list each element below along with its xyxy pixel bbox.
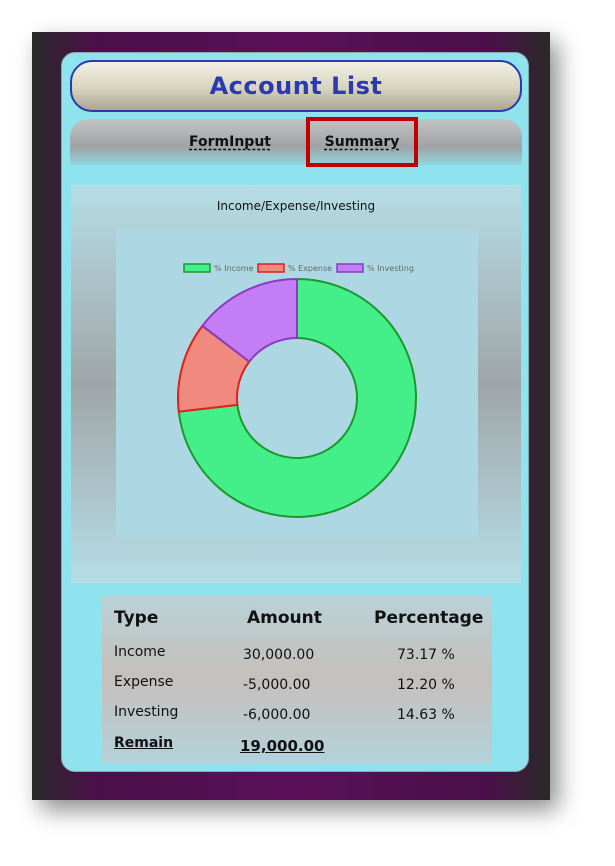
- summary-table: Type Amount Percentage Income 30,000.00 …: [102, 596, 492, 764]
- legend-swatch-0[interactable]: [183, 263, 211, 273]
- tab-forminput[interactable]: FormInput: [189, 134, 271, 150]
- row-income-percentage: 73.17 %: [397, 647, 455, 663]
- legend-swatch-2[interactable]: [336, 263, 364, 273]
- row-expense-type: Expense: [114, 674, 174, 690]
- chart-panel: Income/Expense/Investing % Income % Expen…: [71, 185, 521, 583]
- chart-area: % Income % Expense % Investing: [116, 229, 478, 539]
- slice-investing[interactable]: [200, 277, 298, 364]
- row-investing-percentage: 14.63 %: [397, 707, 455, 723]
- chart-title: Income/Expense/Investing: [216, 199, 376, 213]
- legend-label-1[interactable]: % Expense: [288, 264, 332, 273]
- slice-income[interactable]: [177, 277, 417, 518]
- row-investing-type: Investing: [114, 704, 179, 720]
- app-screen: Account List FormInput Summary Income/Ex…: [61, 52, 529, 772]
- legend-label-2[interactable]: % Investing: [367, 264, 414, 273]
- row-expense-amount: -5,000.00: [243, 677, 311, 693]
- doughnut-chart: % Income % Expense % Investing: [177, 263, 417, 518]
- legend-label-0[interactable]: % Income: [214, 264, 254, 273]
- title-bar: Account List: [70, 60, 522, 112]
- header-type: Type: [114, 608, 159, 628]
- remain-value: 19,000.00: [240, 737, 325, 755]
- legend-swatch-1[interactable]: [257, 263, 285, 273]
- row-expense-percentage: 12.20 %: [397, 677, 455, 693]
- remain-label: Remain: [114, 735, 174, 751]
- tab-summary[interactable]: Summary: [306, 117, 418, 167]
- row-income-type: Income: [114, 644, 166, 660]
- header-amount: Amount: [247, 608, 322, 628]
- tab-bar: FormInput Summary: [70, 117, 522, 167]
- header-percentage: Percentage: [374, 608, 484, 628]
- row-income-amount: 30,000.00: [243, 647, 315, 663]
- page-title: Account List: [209, 72, 383, 100]
- row-investing-amount: -6,000.00: [243, 707, 311, 723]
